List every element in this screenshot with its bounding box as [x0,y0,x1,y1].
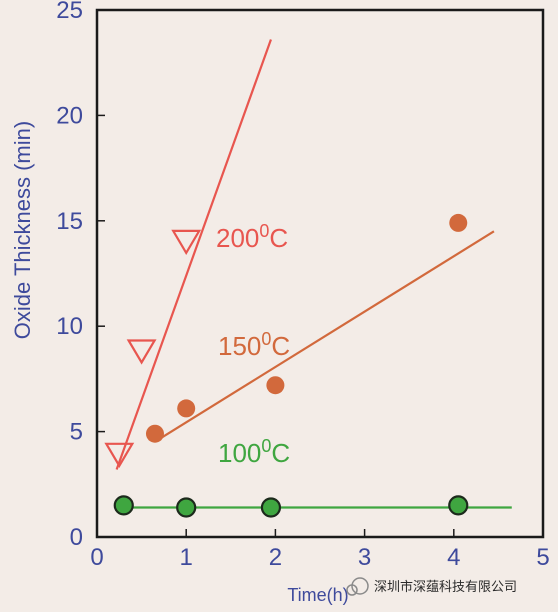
y-tick-label: 10 [56,313,83,340]
point-150-3 [449,213,468,232]
x-tick-label: 3 [358,544,371,571]
y-tick-label: 20 [56,102,83,129]
y-tick-label: 5 [70,419,83,446]
axis-ticks: 0 1 2 3 4 5 0 5 10 15 20 25 [56,0,549,571]
x-tick-label: 2 [269,544,282,571]
point-100-3 [448,495,469,516]
plot-border [95,8,545,539]
point-200-1 [126,339,157,365]
watermark: 深圳市深蕴科技有限公司 [346,577,517,596]
series-label-150: 1500C [218,329,290,361]
point-150-0 [145,424,164,443]
y-tick-label: 15 [56,208,83,235]
point-200-0 [104,442,135,468]
plot-frame [95,8,545,539]
point-100-2 [260,497,282,518]
point-200-2 [171,229,202,256]
y-tick-label: 0 [70,524,83,551]
series-labels: 2000C 1500C 1000C [216,221,290,468]
point-150-1 [177,399,196,418]
x-tick-label: 1 [180,544,193,571]
y-axis-title: Oxide Thickness (min) [10,121,35,339]
chat-bubble-small-icon [346,584,358,596]
watermark-text: 深圳市深蕴科技有限公司 [374,579,517,594]
series-label-200: 2000C [216,221,288,253]
point-100-1 [176,497,197,518]
x-tick-label: 4 [447,544,460,571]
x-axis-title: Time(h) [287,585,348,605]
series-label-100: 1000C [218,436,290,468]
data-markers [104,213,469,518]
x-tick-label: 0 [90,544,103,571]
point-150-2 [266,376,285,395]
x-tick-label: 5 [536,544,549,571]
y-tick-label: 25 [56,0,83,24]
fit-line-150 [157,230,495,441]
point-100-0 [113,495,134,516]
chat-bubble-icon [351,577,369,595]
fit-line-200 [115,39,272,470]
